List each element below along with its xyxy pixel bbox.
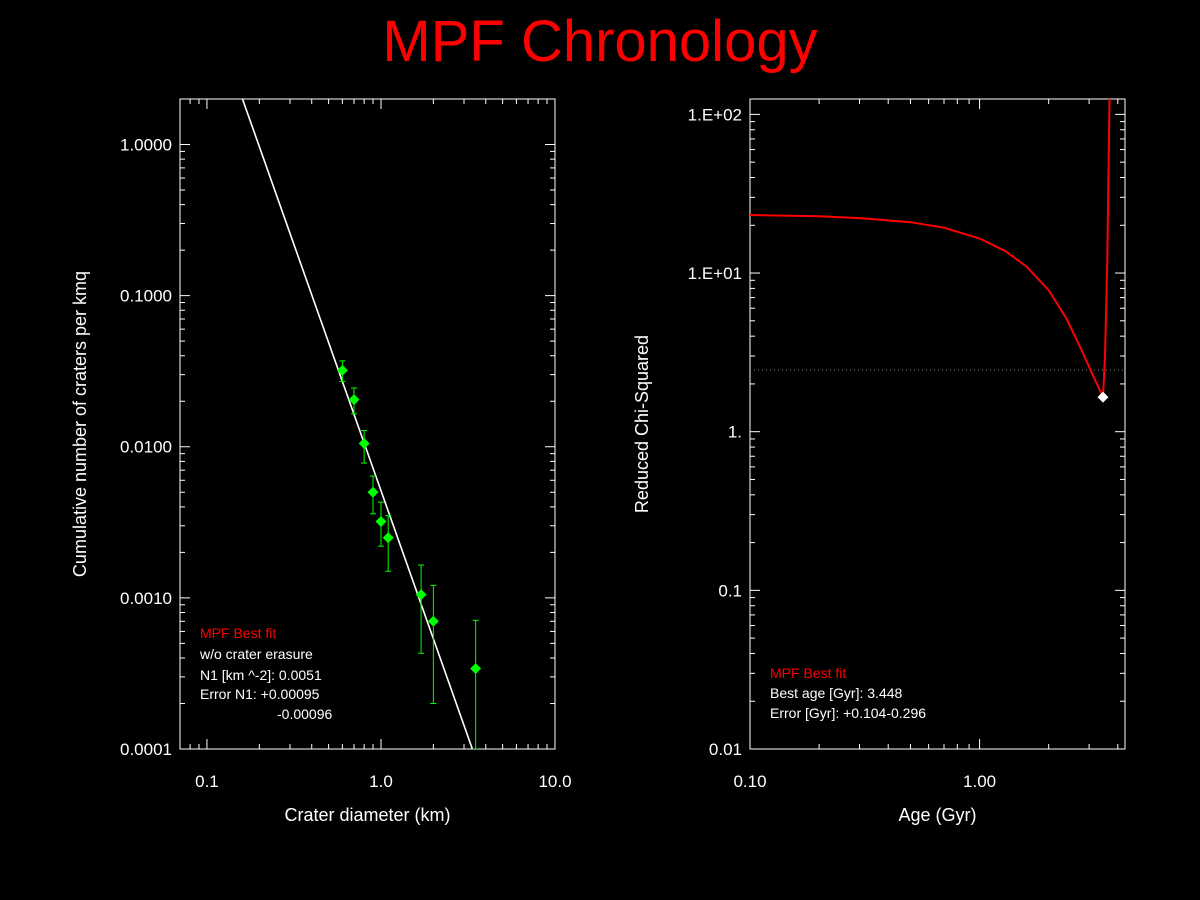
x-tick-label: 0.10 xyxy=(733,772,766,791)
legend-title: MPF Best fit xyxy=(770,665,846,681)
legend-title: MPF Best fit xyxy=(200,625,276,641)
y-tick-label: 1.E+01 xyxy=(688,264,742,283)
best-fit-point xyxy=(1097,391,1109,403)
x-tick-label: 0.1 xyxy=(195,772,219,791)
y-tick-label: 1. xyxy=(728,423,742,442)
legend-line: N1 [km ^-2]: 0.0051 xyxy=(200,667,322,683)
chi-squared-plot: 0.10 1.00 0.01 0.1 1. 1.E+01 1.E+02 Age (Gyr) Re… xyxy=(632,98,1126,825)
main-title: MPF Chronology xyxy=(382,9,818,74)
left-plot-area xyxy=(241,99,482,749)
y-tick-label: 0.0100 xyxy=(120,438,172,457)
y-tick-label: 1.E+02 xyxy=(688,105,742,124)
x-axis-label: Age (Gyr) xyxy=(898,805,976,825)
legend-line: w/o crater erasure xyxy=(199,646,313,662)
data-point xyxy=(375,516,387,528)
y-tick-label: 1.0000 xyxy=(120,135,172,154)
data-point xyxy=(382,532,394,544)
chi-squared-curve xyxy=(750,99,1111,398)
crater-size-frequency-plot: 0.1 1.0 10.0 0.0001 0.0010 0.0100 0.1000 1.0000… xyxy=(70,98,572,825)
legend-line: Error N1: +0.00095 xyxy=(200,686,320,702)
data-point xyxy=(470,663,482,675)
data-point xyxy=(336,364,348,376)
y-tick-label: 0.0010 xyxy=(120,589,172,608)
plot-frame xyxy=(749,98,1126,750)
data-point xyxy=(348,394,360,406)
x-tick-label: 10.0 xyxy=(538,772,571,791)
y-axis-label: Cumulative number of craters per kmq xyxy=(70,271,90,577)
y-tick-label: 0.0001 xyxy=(120,740,172,759)
data-point xyxy=(367,486,379,498)
y-tick-label: 0.01 xyxy=(709,740,742,759)
legend-line: Best age [Gyr]: 3.448 xyxy=(770,685,903,701)
data-point xyxy=(415,589,427,601)
y-tick-label: 0.1 xyxy=(718,581,742,600)
y-axis-label: Reduced Chi-Squared xyxy=(632,335,652,513)
plot-frame xyxy=(179,98,556,750)
data-point xyxy=(427,615,439,627)
x-tick-label: 1.0 xyxy=(369,772,393,791)
y-tick-label: 0.1000 xyxy=(120,287,172,306)
x-axis-label: Crater diameter (km) xyxy=(284,805,450,825)
x-tick-label: 1.00 xyxy=(963,772,996,791)
fit-line xyxy=(241,99,474,749)
legend-line: -0.00096 xyxy=(277,706,332,722)
data-point xyxy=(358,438,370,450)
right-plot-area xyxy=(750,99,1125,403)
legend-line: Error [Gyr]: +0.104-0.296 xyxy=(770,705,926,721)
